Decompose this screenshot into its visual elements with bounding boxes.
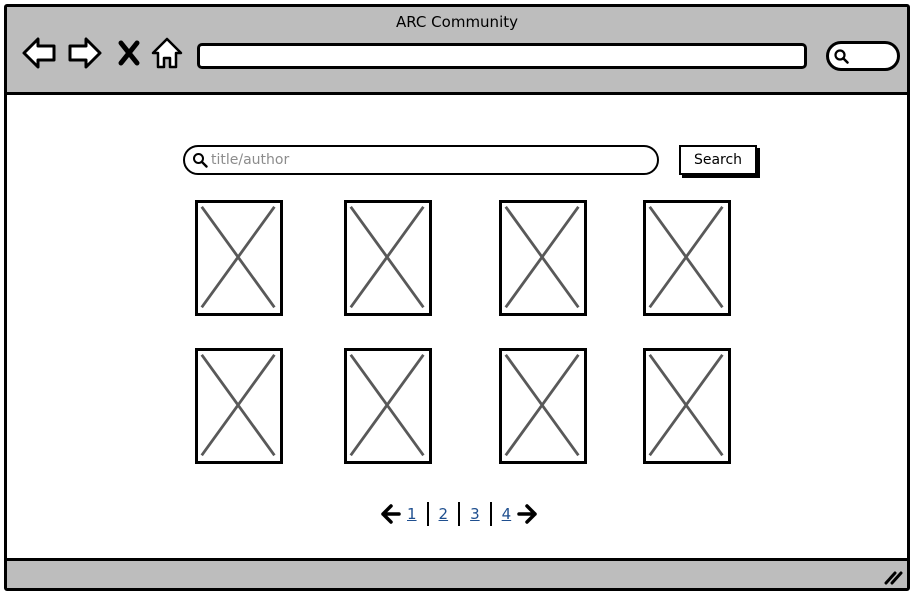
prev-page-arrow-icon[interactable] xyxy=(381,504,401,524)
image-placeholder-icon xyxy=(349,353,425,457)
page-content: Search xyxy=(7,95,907,562)
window-title: ARC Community xyxy=(396,13,518,31)
image-placeholder-icon xyxy=(504,353,580,457)
search-icon xyxy=(834,49,849,64)
gallery-item-image-placeholder[interactable] xyxy=(344,348,432,464)
home-icon[interactable] xyxy=(149,35,185,71)
gallery-item-image-placeholder[interactable] xyxy=(499,348,587,464)
pagination-divider xyxy=(426,502,429,526)
page-link-1[interactable]: 1 xyxy=(407,505,417,523)
image-placeholder-icon xyxy=(648,353,724,457)
status-bar xyxy=(7,558,907,588)
browser-toolbar: ARC Community xyxy=(7,7,907,95)
gallery-item-image-placeholder[interactable] xyxy=(195,200,283,316)
image-placeholder-icon xyxy=(200,205,276,309)
forward-arrow-icon[interactable] xyxy=(67,35,103,71)
browser-search-field[interactable] xyxy=(826,41,900,71)
search-input[interactable] xyxy=(211,149,641,171)
image-placeholder-icon xyxy=(504,205,580,309)
image-placeholder-icon xyxy=(200,353,276,457)
pagination: 1 2 3 4 xyxy=(381,499,537,529)
gallery-item-image-placeholder[interactable] xyxy=(344,200,432,316)
gallery-item-image-placeholder[interactable] xyxy=(643,200,731,316)
search-icon xyxy=(193,153,208,168)
page-link-2[interactable]: 2 xyxy=(438,505,449,523)
image-placeholder-icon xyxy=(648,205,724,309)
next-page-arrow-icon[interactable] xyxy=(517,504,537,524)
gallery-item-image-placeholder[interactable] xyxy=(499,200,587,316)
gallery-item-image-placeholder[interactable] xyxy=(195,348,283,464)
pagination-divider xyxy=(458,502,461,526)
search-button[interactable]: Search xyxy=(679,145,757,175)
search-field[interactable] xyxy=(183,145,659,175)
browser-window: ARC Community Search xyxy=(4,4,910,591)
resize-grip-icon[interactable] xyxy=(883,567,903,585)
image-placeholder-icon xyxy=(349,205,425,309)
page-link-4[interactable]: 4 xyxy=(501,505,512,523)
pagination-divider xyxy=(489,502,492,526)
stop-x-icon[interactable] xyxy=(115,35,143,71)
gallery-item-image-placeholder[interactable] xyxy=(643,348,731,464)
back-arrow-icon[interactable] xyxy=(21,35,57,71)
page-link-3[interactable]: 3 xyxy=(470,505,480,523)
address-bar[interactable] xyxy=(197,43,807,69)
